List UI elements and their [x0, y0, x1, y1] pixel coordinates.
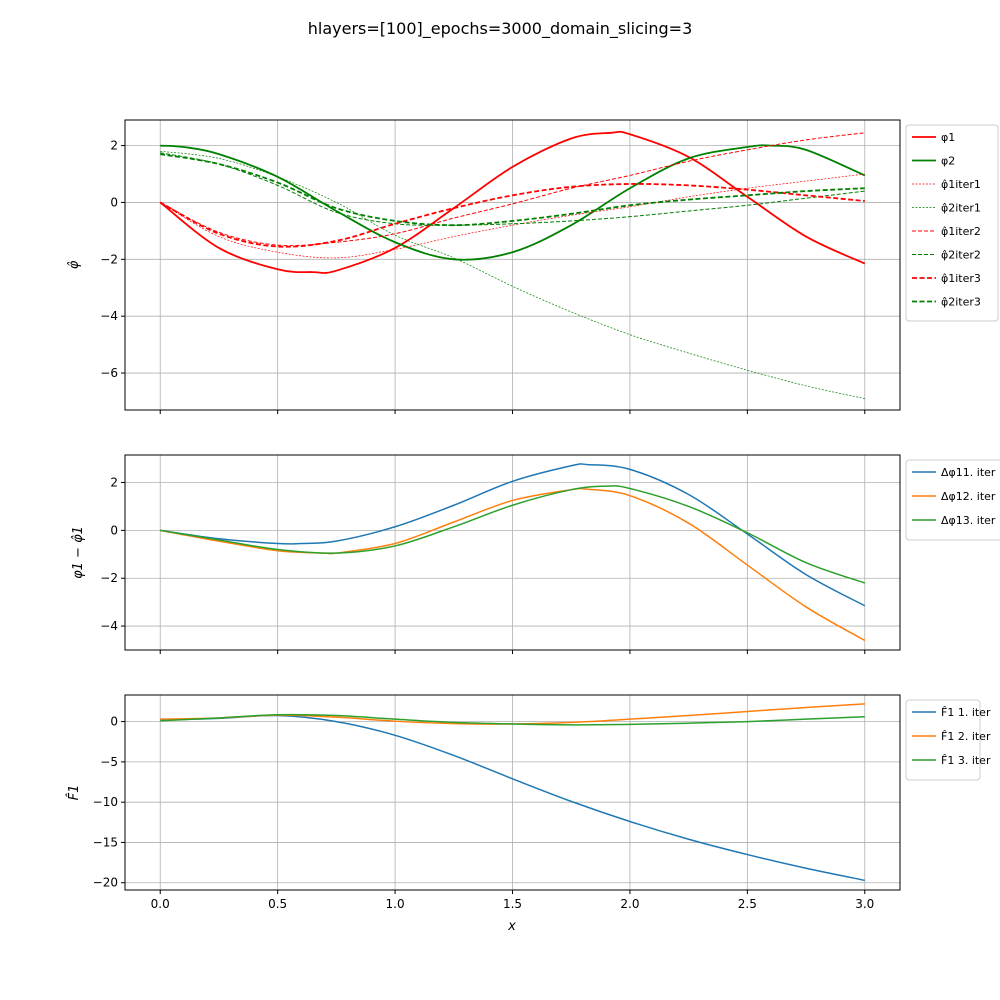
y-tick-label: 2 — [110, 476, 118, 490]
legend-label: φ2 — [941, 155, 955, 168]
legend-label: F̂1 1. iter — [941, 706, 991, 719]
x-tick-label: 3.0 — [855, 897, 874, 911]
y-tick-label: −5 — [100, 755, 118, 769]
y-tick-label: 0 — [110, 523, 118, 537]
y-tick-label: 2 — [110, 139, 118, 153]
x-tick-label: 2.0 — [620, 897, 639, 911]
x-tick-label: 1.0 — [386, 897, 405, 911]
legend-label: F̂1 2. iter — [941, 730, 991, 743]
y-tick-label: −2 — [100, 571, 118, 585]
legend-label: F̂1 3. iter — [941, 754, 991, 767]
legend-box — [905, 124, 999, 322]
legend-label: Δφ12. iter — [941, 490, 996, 503]
series-line-1-8 — [160, 153, 865, 227]
legend-label: Δφ13. iter — [941, 514, 996, 527]
legend-label: φ̂2iter1 — [941, 202, 981, 215]
y-tick-label: 0 — [110, 715, 118, 729]
x-tick-label: 1.5 — [503, 897, 522, 911]
y-tick-label: −20 — [93, 876, 118, 890]
series-line-1-2 — [160, 144, 866, 261]
legend: F̂1 1. iter F̂1 2. iter F̂1 3. iter — [905, 699, 991, 781]
subplot-3: 0.0 0.5 1.0 1.5 2.0 2.5 3.0 0 −5 −10 −15 −20 F̂1 F̂1 … — [67, 694, 991, 911]
series-line-1-5 — [160, 132, 865, 247]
y-axis-label: φ1 − φ̂1 — [71, 526, 86, 579]
legend-label: Δφ11. iter — [941, 466, 996, 479]
x-axis-label: x — [507, 919, 516, 934]
y-axis-label: φ̂ — [67, 260, 82, 269]
legend-label: φ̂2iter3 — [941, 296, 981, 309]
y-tick-label: −2 — [100, 252, 118, 266]
legend-label: φ̂2iter2 — [941, 249, 981, 262]
legend-label: φ̂1iter2 — [941, 225, 981, 238]
y-tick-label: −4 — [100, 619, 118, 633]
y-tick-label: −6 — [100, 366, 118, 380]
series-line-2-3 — [160, 485, 866, 584]
y-tick-label: −10 — [93, 795, 118, 809]
y-tick-label: 0 — [110, 195, 118, 209]
series-line-1-6 — [160, 152, 865, 226]
y-tick-label: −15 — [93, 835, 118, 849]
x-tick-label: 0.0 — [151, 897, 170, 911]
figure-title: hlayers=[100]_epochs=3000_domain_slicing… — [308, 19, 693, 39]
series-line-3-3 — [160, 713, 865, 726]
subplot-1: 2 0 −2 −4 −6 φ̂ φ1 φ2 φ̂1iter1 φ̂2iter1 φ̂1iter2 φ̂… — [67, 119, 999, 414]
y-tick-label: −4 — [100, 309, 118, 323]
series-line-1-4 — [160, 150, 865, 399]
legend-label: φ̂1iter3 — [941, 272, 981, 285]
legend: φ1 φ2 φ̂1iter1 φ̂2iter1 φ̂1iter2 φ̂2iter2 φ̂1i… — [905, 124, 999, 322]
series-line-1-7 — [159, 183, 865, 248]
subplot-2: 2 0 −2 −4 φ1 − φ̂1 Δφ11. iter Δφ12. iter Δφ13. … — [71, 454, 1000, 654]
x-tick-label: 2.5 — [738, 897, 757, 911]
x-tick-label: 0.5 — [268, 897, 287, 911]
legend-label: φ̂1iter1 — [941, 178, 981, 191]
series-line-1-1 — [159, 130, 866, 274]
legend: Δφ11. iter Δφ12. iter Δφ13. iter — [905, 459, 1000, 541]
y-axis-label: F̂1 — [67, 785, 82, 801]
legend-label: φ1 — [941, 131, 955, 144]
